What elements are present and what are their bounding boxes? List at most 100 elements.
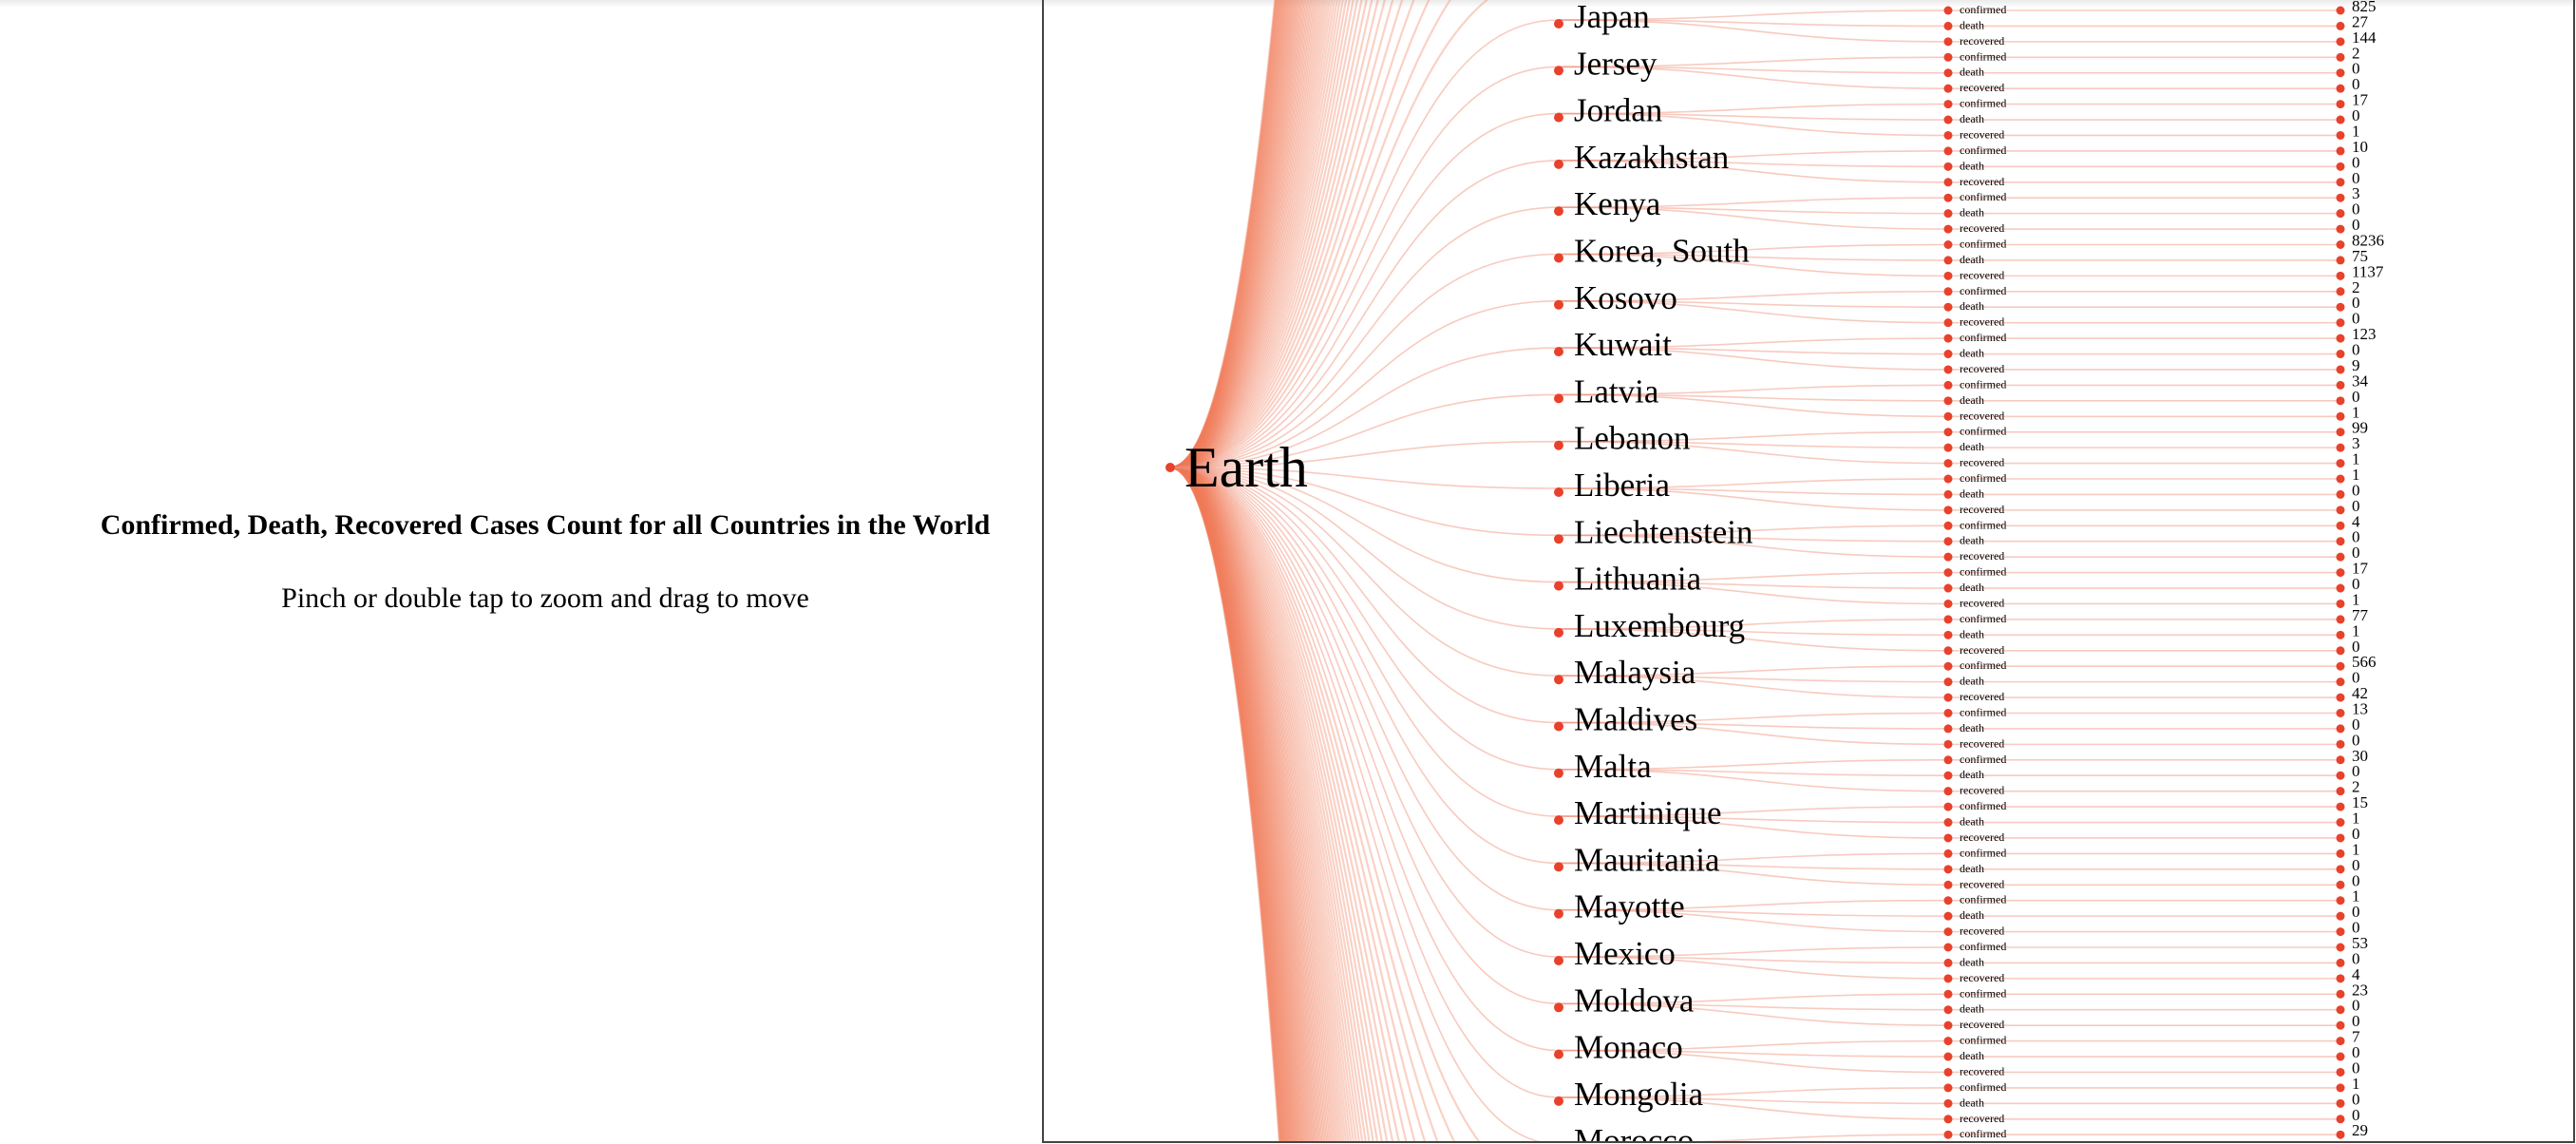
country-label: Liberia xyxy=(1574,467,1671,504)
value-node xyxy=(2336,178,2345,187)
tree-link xyxy=(1169,466,1281,1142)
stat-node xyxy=(1943,615,1953,624)
value-label: 17 xyxy=(2352,560,2369,578)
stat-label: death xyxy=(1960,534,1984,547)
tree-link xyxy=(1558,66,1949,74)
tree-link xyxy=(1169,0,1316,469)
tree-link xyxy=(1169,0,1308,469)
country-node xyxy=(1554,627,1563,638)
tree-link xyxy=(1169,0,1344,469)
value-node xyxy=(2336,943,2345,952)
tree-link xyxy=(1169,466,1319,1142)
tree-link xyxy=(1169,466,1304,1142)
tree-link xyxy=(1169,467,1560,1005)
stat-label: confirmed xyxy=(1960,846,2006,859)
tree-link xyxy=(1558,384,1949,396)
stat-node xyxy=(1943,771,1953,780)
value-label: 0 xyxy=(2352,310,2360,328)
tree-link xyxy=(1169,112,1560,468)
tree-link xyxy=(1169,0,1278,469)
value-node xyxy=(2336,521,2345,530)
tree-link xyxy=(1169,466,1401,1142)
tree-link xyxy=(1169,466,1289,1142)
country-node xyxy=(1554,393,1563,404)
tree-link xyxy=(1169,466,1297,1142)
stat-node xyxy=(1943,84,1953,93)
stat-node xyxy=(1943,927,1953,937)
stat-node xyxy=(1943,505,1953,515)
stat-node xyxy=(1943,974,1953,983)
value-node xyxy=(2336,84,2345,93)
stat-node xyxy=(1943,350,1953,359)
stat-label: death xyxy=(1960,66,1984,79)
tree-link xyxy=(1169,0,1329,469)
tree-link xyxy=(1169,0,1351,469)
value-label: 0 xyxy=(2352,638,2360,656)
tree-link xyxy=(1169,347,1560,468)
stat-node xyxy=(1943,178,1953,187)
tree-link xyxy=(1169,0,1286,469)
value-label: 29 xyxy=(2352,1121,2368,1139)
tree-link xyxy=(1558,300,1949,309)
value-label: 0 xyxy=(2352,919,2360,937)
tree-link xyxy=(1169,466,1324,1142)
tree-link xyxy=(1558,815,1949,824)
value-label: 0 xyxy=(2352,169,2360,187)
value-node xyxy=(2336,474,2345,484)
country-node xyxy=(1554,1002,1563,1013)
stat-label: death xyxy=(1960,299,1984,313)
stat-node xyxy=(1943,396,1953,406)
value-node xyxy=(2336,927,2345,937)
top-shadow xyxy=(0,0,2576,8)
tree-link xyxy=(1169,466,1301,1142)
tree-link xyxy=(1169,466,1291,1142)
country-label: Malta xyxy=(1574,748,1652,785)
tree-link xyxy=(1169,0,1310,469)
stat-node xyxy=(1943,318,1953,328)
stat-label: recovered xyxy=(1960,315,2004,329)
tree-link xyxy=(1169,466,1290,1142)
value-node xyxy=(2336,193,2345,202)
country-label: Latvia xyxy=(1574,372,1659,410)
value-node xyxy=(2336,350,2345,359)
tree-link xyxy=(1169,0,1452,469)
value-node xyxy=(2336,911,2345,921)
tree-link xyxy=(1169,467,1560,724)
value-label: 0 xyxy=(2352,762,2360,780)
value-label: 0 xyxy=(2352,575,2360,593)
tree-link xyxy=(1169,0,1363,469)
tree-link xyxy=(1668,1134,1949,1142)
value-node xyxy=(2336,287,2345,296)
value-label: 1 xyxy=(2352,621,2360,639)
value-label: 77 xyxy=(2352,606,2369,624)
tree-link xyxy=(1169,466,1332,1142)
tree-link xyxy=(1558,243,1949,256)
tree-link xyxy=(1169,19,1560,468)
tree-link xyxy=(1169,0,1293,469)
tree-link xyxy=(1558,487,1949,511)
value-node xyxy=(2336,334,2345,343)
country-node xyxy=(1554,440,1563,450)
tree-link xyxy=(1169,0,1307,469)
value-node xyxy=(2336,209,2345,219)
country-label: Kenya xyxy=(1574,185,1661,222)
value-node xyxy=(2336,6,2345,15)
stat-label: recovered xyxy=(1960,830,2004,844)
tree-link xyxy=(1169,0,1277,469)
tree-link xyxy=(1169,466,1389,1142)
tree-link xyxy=(1558,1096,1949,1105)
tree-link xyxy=(1169,466,1316,1142)
stat-label: death xyxy=(1960,18,1984,31)
tree-link xyxy=(1169,466,1306,1142)
stat-node xyxy=(1943,1098,1953,1108)
stat-node xyxy=(1943,474,1953,484)
stat-node xyxy=(1943,1067,1953,1077)
tree-link xyxy=(1558,956,1949,964)
value-node xyxy=(2336,318,2345,328)
value-label: 1 xyxy=(2352,840,2360,858)
tree-link xyxy=(1169,300,1560,468)
tree-link xyxy=(1169,0,1288,469)
tree-link xyxy=(1169,0,1285,469)
tree-link xyxy=(1169,0,1289,469)
